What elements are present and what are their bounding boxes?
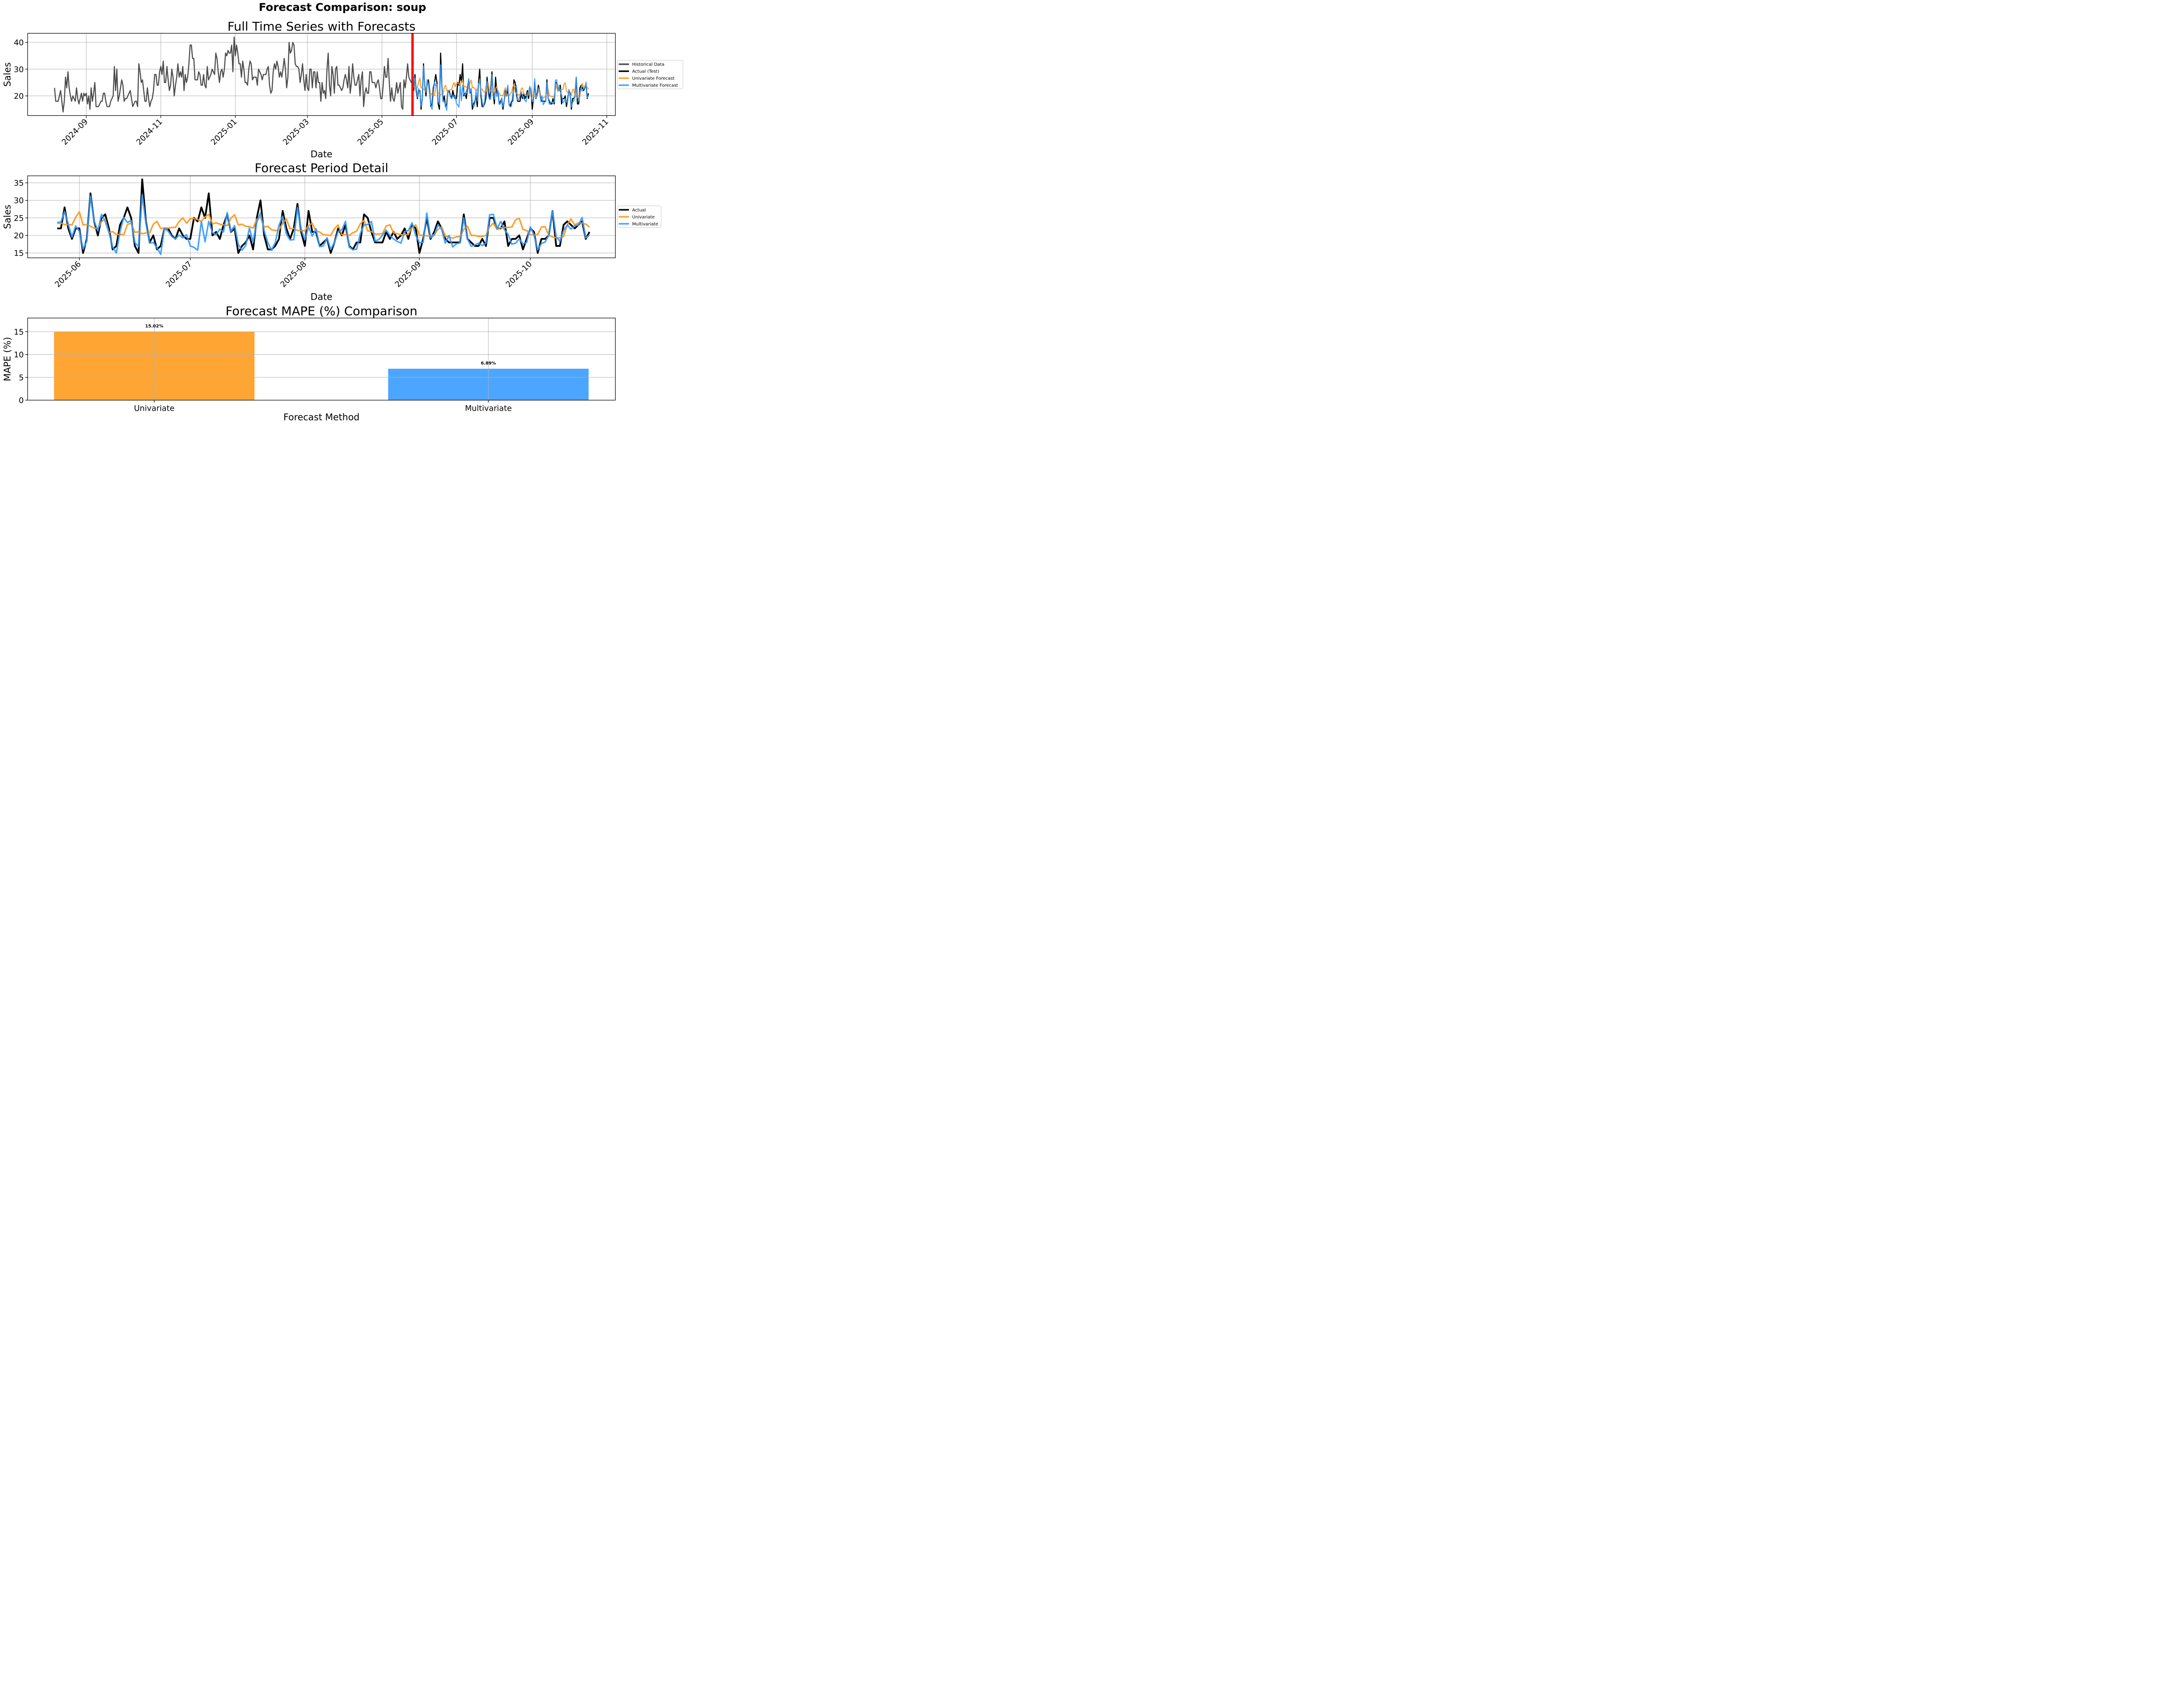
y-tick-label: 20: [14, 92, 24, 101]
mape-frame: [27, 318, 616, 401]
y-tick-label: 35: [14, 179, 24, 188]
multivariate-line: [57, 194, 590, 255]
forecast-detail-legend: Actual Univariate Multivariate: [617, 205, 662, 228]
forecast-detail-title: Forecast Period Detail: [255, 161, 388, 175]
legend-label-actual: Actual (Test): [632, 69, 659, 74]
full-series-ylabel: Sales: [2, 62, 13, 87]
univariate-line: [57, 211, 590, 239]
y-tick-label: 30: [14, 65, 24, 74]
full-series-title: Full Time Series with Forecasts: [228, 19, 416, 34]
legend-label-univariate: Univariate Forecast: [632, 76, 674, 81]
y-tick-label: 10: [14, 350, 24, 360]
multivariate-forecast-line: [412, 64, 589, 111]
historical-data-line: [54, 36, 415, 113]
y-tick-label: 25: [14, 214, 24, 223]
mape-value-labels: 15.02% 6.89%: [145, 324, 496, 366]
y-tick-label: 20: [14, 231, 24, 240]
bar-value-label: 6.89%: [481, 361, 496, 366]
legend-label-multivariate: Multivariate: [632, 222, 658, 227]
y-tick-label: 40: [14, 38, 24, 48]
mape-bar-chart: Forecast MAPE (%) Comparison Univariate M…: [2, 304, 616, 422]
legend-label-multivariate: Multivariate Forecast: [632, 83, 678, 88]
legend-label-historical: Historical Data: [632, 62, 664, 67]
full-series-frame: [27, 33, 616, 116]
y-tick-label: 0: [19, 396, 24, 405]
mape-ylabel: MAPE (%): [2, 337, 13, 381]
x-tick-label: Univariate: [134, 404, 175, 413]
y-tick-label: 15: [14, 328, 24, 337]
mape-xlabel: Forecast Method: [283, 412, 359, 422]
mape-title: Forecast MAPE (%) Comparison: [225, 304, 417, 318]
mape-grid: [28, 318, 615, 400]
legend-label-actual: Actual: [632, 208, 646, 213]
y-tick-label: 15: [14, 249, 24, 258]
bar-value-label: 15.02%: [145, 324, 163, 329]
forecast-detail-lines: [57, 178, 591, 255]
mape-ticks: Univariate Multivariate 0 5 10 15: [14, 328, 512, 413]
y-tick-label: 30: [14, 196, 24, 205]
legend-label-univariate: Univariate: [632, 215, 655, 220]
univariate-forecast-line: [412, 77, 589, 99]
y-tick-label: 5: [19, 373, 24, 382]
figure: Forecast Comparison: soup Full Time Seri…: [0, 0, 685, 426]
forecast-detail-xlabel: Date: [311, 291, 332, 302]
x-tick-label: Multivariate: [465, 404, 511, 413]
full-series-xlabel: Date: [311, 149, 332, 159]
figure-suptitle: Forecast Comparison: soup: [259, 1, 426, 14]
legend-frame: [617, 60, 684, 90]
legend-frame: [617, 205, 662, 228]
forecast-detail-frame: [27, 175, 616, 258]
full-series-legend: Historical Data Actual (Test) Univariate F…: [617, 60, 684, 90]
forecast-detail-ylabel: Sales: [2, 204, 13, 229]
full-series-lines: [54, 33, 589, 116]
